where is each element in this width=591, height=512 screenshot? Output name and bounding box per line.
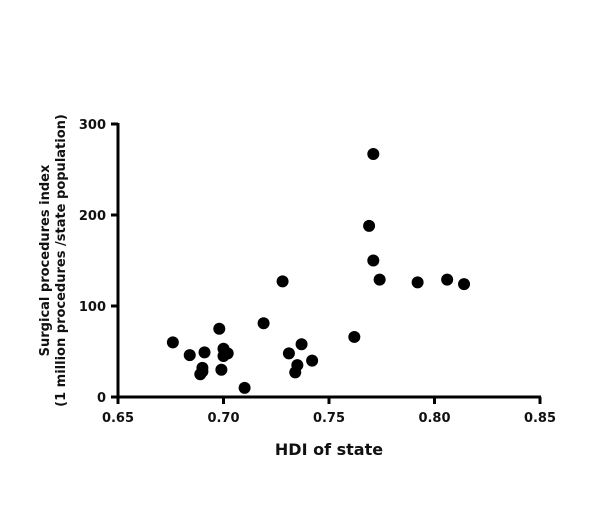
y-tick-label: 100	[79, 300, 106, 315]
data-point	[367, 148, 380, 161]
y-axis-ticks: 0 100 200 300	[79, 118, 118, 406]
y-tick-label: 200	[79, 209, 106, 224]
data-point	[295, 338, 308, 351]
data-point	[213, 322, 226, 335]
data-point	[238, 381, 251, 394]
x-tick-label: 0.85	[524, 411, 556, 426]
data-point	[373, 273, 386, 286]
data-point	[363, 219, 376, 232]
x-tick-label: 0.65	[102, 411, 134, 426]
y-axis-title-line-1: Surgical procedures index	[38, 164, 53, 356]
y-tick-label: 0	[97, 391, 106, 406]
data-point	[367, 254, 380, 267]
data-point	[282, 347, 295, 360]
data-point	[183, 349, 196, 362]
y-axis-title-line-2: (1 million procedures /state population)	[54, 114, 69, 407]
data-point	[196, 365, 209, 378]
data-point	[276, 275, 289, 288]
data-point	[257, 317, 270, 330]
data-point	[215, 363, 228, 376]
axis-labels: HDI of state Surgical procedures index (…	[38, 114, 383, 459]
data-point	[411, 276, 424, 289]
data-point	[291, 359, 304, 372]
y-axis-title: Surgical procedures index (1 million pro…	[38, 114, 69, 407]
data-point	[458, 278, 471, 291]
x-tick-label: 0.70	[207, 411, 239, 426]
data-point	[306, 354, 319, 367]
x-axis-ticks: 0.65 0.70 0.75 0.80 0.85	[102, 397, 556, 426]
data-point	[166, 336, 179, 349]
x-axis-title: HDI of state	[275, 440, 383, 459]
y-tick-label: 300	[79, 118, 106, 133]
data-point	[348, 330, 361, 343]
data-point	[441, 273, 454, 286]
x-tick-label: 0.75	[313, 411, 345, 426]
x-tick-label: 0.80	[418, 411, 450, 426]
data-points	[166, 148, 471, 394]
data-point	[198, 346, 211, 359]
data-point	[221, 347, 234, 360]
axes: 0 100 200 300 0.65 0.70 0.75 0.80 0.85	[79, 118, 556, 426]
